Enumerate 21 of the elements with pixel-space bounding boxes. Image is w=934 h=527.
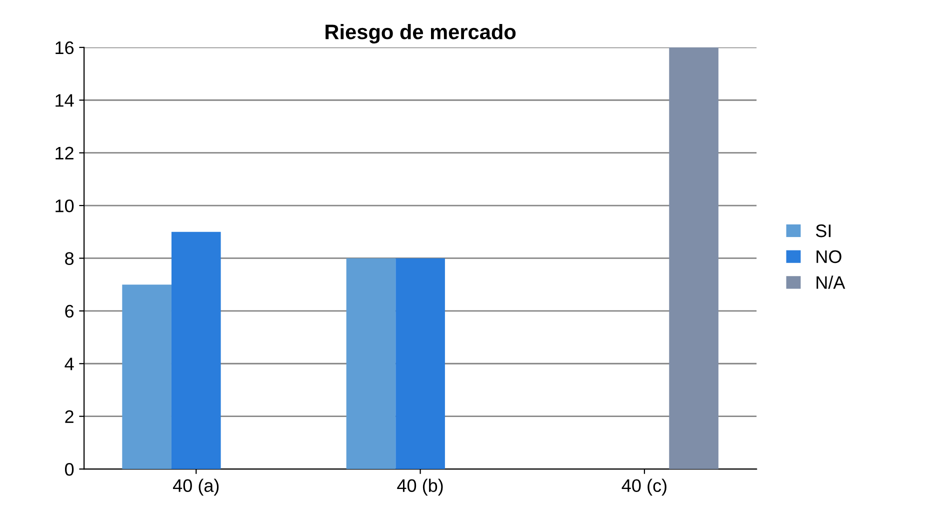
bar (346, 258, 396, 470)
y-tick-label: 6 (65, 304, 74, 318)
y-tick-label: 4 (64, 358, 74, 370)
y-tick-label: 12 (56, 146, 74, 160)
y-tick-label: 8 (65, 252, 74, 265)
legend-label: SI (816, 224, 831, 238)
bar (396, 258, 445, 470)
bar (171, 232, 221, 470)
y-tick-label: 10 (56, 199, 74, 212)
bar (669, 47, 718, 470)
y-tick-label: 2 (65, 410, 74, 423)
x-tick-label: 40 (b) (397, 478, 443, 496)
legend-label: N/A (816, 276, 846, 289)
x-tick-label: 40 (c) (622, 478, 666, 496)
chart-title: Riesgo de mercado (326, 24, 516, 44)
y-tick-label: 14 (56, 94, 74, 107)
y-tick-label: 0 (65, 462, 74, 476)
bar (122, 284, 172, 470)
x-tick-label: 40 (a) (172, 478, 219, 496)
y-tick-label: 16 (56, 41, 74, 54)
legend-label: NO (816, 250, 842, 264)
